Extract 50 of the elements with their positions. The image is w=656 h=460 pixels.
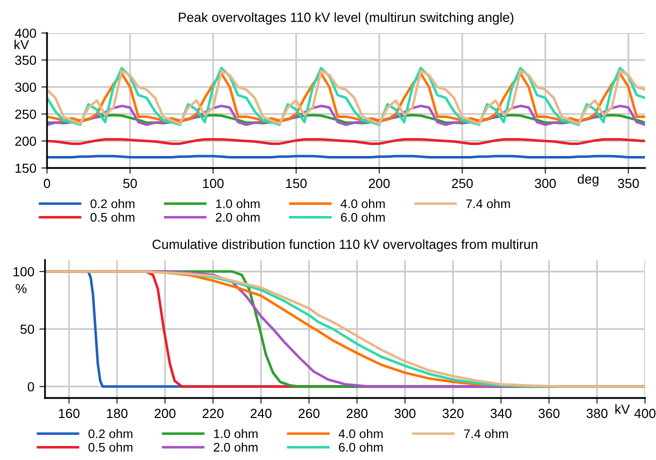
x-tick-label: 300 <box>534 178 556 188</box>
x-tick-label: 350 <box>618 178 639 188</box>
y-axis-title: % <box>16 284 27 294</box>
y-tick-label: 250 <box>15 110 36 119</box>
legend-label: 7.4 ohm <box>464 429 508 438</box>
y-tick-label: 400 <box>14 28 36 38</box>
x-tick-label: 160 <box>59 408 80 418</box>
y-tick-label: 0 <box>28 382 34 392</box>
legend-label: 4.0 ohm <box>338 429 383 438</box>
y-tick-label: 350 <box>15 56 36 65</box>
x-tick-label: 260 <box>298 408 320 418</box>
x-tick-label: 100 <box>203 178 224 188</box>
y-tick-label: 50 <box>20 324 34 334</box>
x-tick-label: 280 <box>346 408 368 418</box>
x-tick-label: 240 <box>250 408 272 418</box>
x-tick-label: 200 <box>154 408 176 418</box>
y-axis-title: kV <box>14 40 29 50</box>
x-axis-title: deg <box>578 174 598 186</box>
legend-label: 4.0 ohm <box>340 199 385 208</box>
x-tick-label: 250 <box>452 178 473 188</box>
y-tick-label: 200 <box>15 136 36 146</box>
x-tick-label: 0 <box>44 178 50 188</box>
x-tick-label: 150 <box>286 178 307 188</box>
y-tick-label: 300 <box>15 82 36 92</box>
legend-label: 1.0 ohm <box>214 429 258 438</box>
legend-label: 0.2 ohm <box>90 199 134 208</box>
x-tick-label: 380 <box>586 408 608 418</box>
y-tick-label: 150 <box>16 164 36 173</box>
legend-label: 1.0 ohm <box>216 199 260 208</box>
legend-label: 2.0 ohm <box>216 212 260 222</box>
x-tick-label: 400 <box>634 408 656 418</box>
x-tick-label: 300 <box>394 408 416 418</box>
x-tick-label: 360 <box>538 408 560 418</box>
legend-label: 2.0 ohm <box>214 442 258 452</box>
x-tick-label: 340 <box>490 408 512 418</box>
x-tick-label: 50 <box>123 178 137 188</box>
x-tick-label: 180 <box>107 408 128 418</box>
x-axis-title: kV <box>615 404 630 414</box>
legend-label: 7.4 ohm <box>466 199 510 208</box>
x-tick-label: 200 <box>368 178 390 188</box>
x-tick-label: 220 <box>202 408 224 418</box>
x-tick-label: 320 <box>442 408 464 418</box>
chart-title: Cumulative distribution function 110 kV overvoltages from multirun <box>152 239 538 252</box>
legend-label: 0.2 ohm <box>88 429 132 438</box>
chart-title: Peak overvoltages 110 kV level (multirun switching angle) <box>178 12 514 25</box>
legend-label: 6.0 ohm <box>341 212 385 222</box>
legend-label: 0.5 ohm <box>90 212 134 222</box>
legend-label: 6.0 ohm <box>338 442 383 452</box>
legend-label: 0.5 ohm <box>88 442 132 452</box>
y-tick-label: 100 <box>14 267 34 276</box>
